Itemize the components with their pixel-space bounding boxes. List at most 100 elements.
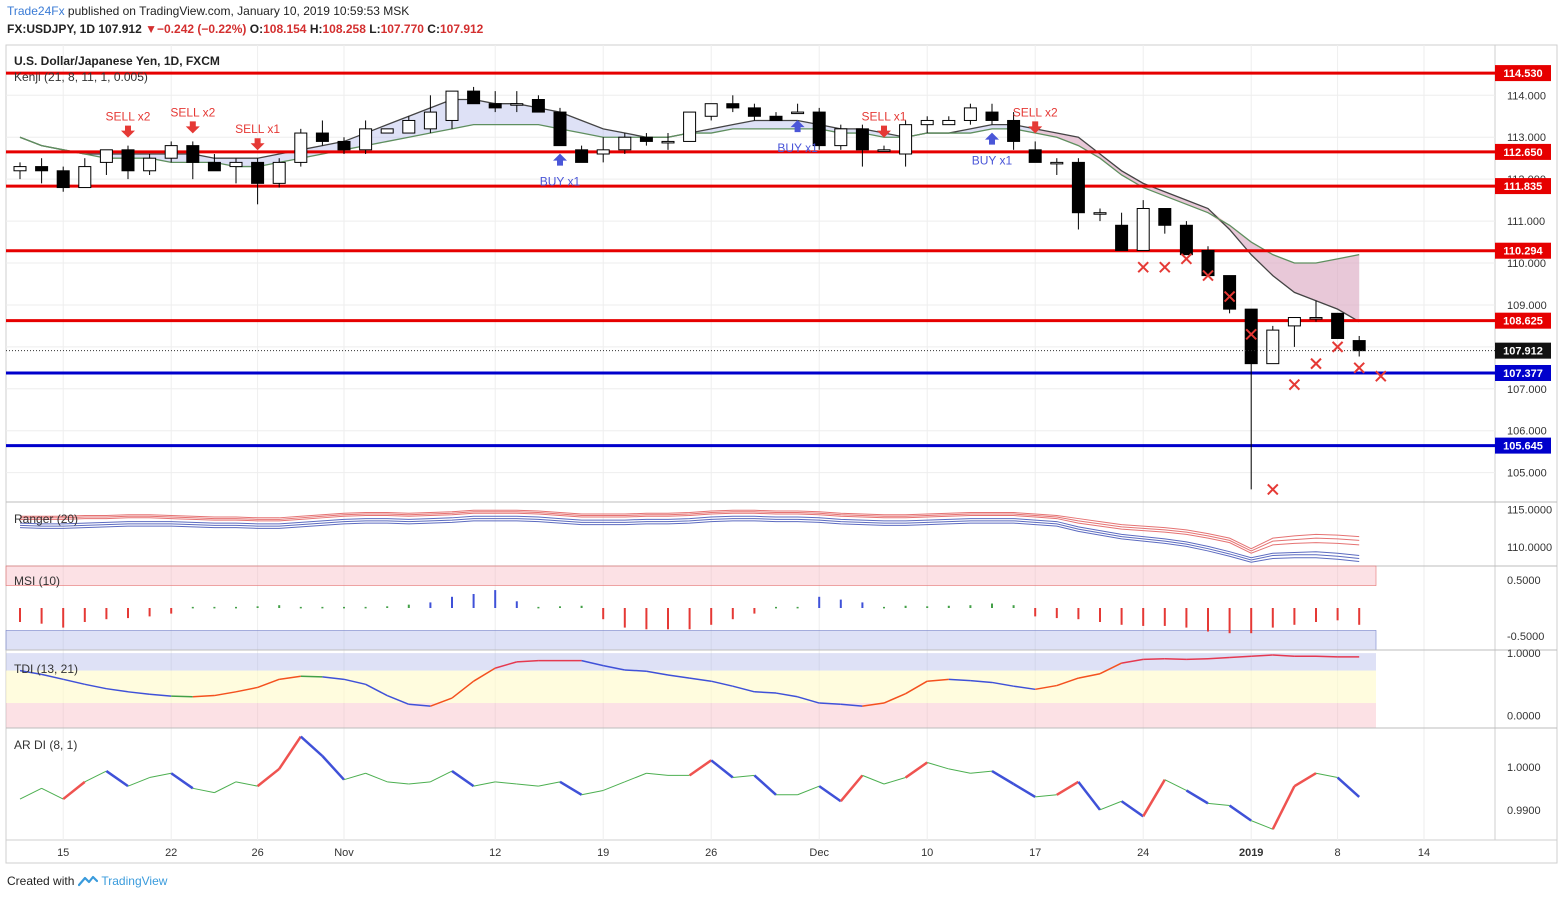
x-mark-icon: [1159, 261, 1171, 273]
ardi-line-segment: [170, 772, 194, 790]
ardi-line-segment: [473, 781, 496, 787]
msi-bar: [1142, 608, 1145, 626]
msi-bar: [429, 602, 432, 608]
msi-bar: [602, 608, 605, 620]
ardi-line-segment: [84, 770, 107, 783]
level-price-tag: [1495, 65, 1551, 82]
candle-body: [553, 111, 567, 147]
ardi-line-segment: [1185, 789, 1209, 805]
y-tick-label: 110.0000: [1507, 542, 1552, 554]
kenji-band-fill-bear: [1035, 128, 1360, 322]
msi-bar: [1358, 608, 1361, 625]
ardi-line-segment: [1207, 802, 1230, 807]
change-down-icon: ▼: [145, 22, 157, 36]
msi-bar: [1099, 608, 1101, 622]
ardi-line-segment: [214, 781, 237, 794]
ardi-line-segment: [1012, 782, 1036, 798]
tradingview-link[interactable]: TradingView: [78, 874, 167, 888]
ardi-line-segment: [278, 735, 302, 770]
buy-signal-label: BUY x1: [540, 175, 581, 189]
ardi-line-segment: [299, 735, 324, 757]
ardi-title: AR DI (8, 1): [14, 738, 77, 752]
footer: Created with TradingView: [7, 874, 167, 888]
candle-body: [251, 161, 265, 184]
candle-body: [1007, 119, 1021, 142]
tdi-line-segment: [991, 681, 1014, 687]
msi-bar: [343, 606, 345, 609]
candle-body: [877, 149, 891, 152]
msi-bar: [537, 606, 540, 609]
tdi-line-segment: [603, 664, 625, 671]
sell-arrow-icon: [185, 121, 200, 134]
x-tick-label: 12: [489, 847, 501, 859]
tdi-line-segment: [365, 683, 388, 697]
tdi-line-segment: [430, 697, 453, 707]
buy-arrow-icon: [553, 153, 567, 166]
sell-arrow-icon: [877, 125, 891, 138]
msi-bar: [731, 608, 734, 620]
msi-bar: [321, 606, 324, 609]
ranger-line: [20, 509, 1360, 550]
msi-bar: [969, 605, 972, 608]
high-label: H:: [309, 22, 323, 36]
ardi-line-segment: [1271, 785, 1296, 830]
msi-bar: [19, 608, 21, 622]
ardi-line-segment: [19, 787, 42, 800]
y-tick-label: 109.000: [1507, 300, 1547, 312]
tdi-line-segment: [300, 675, 323, 678]
y-tick-label: 105.000: [1507, 468, 1547, 480]
x-tick-label: 15: [57, 847, 69, 859]
ardi-line-segment: [343, 772, 366, 781]
publisher-name[interactable]: Trade24Fx: [7, 4, 65, 18]
msi-bar: [818, 596, 821, 608]
tdi-line-segment: [41, 673, 64, 681]
ranger-line: [20, 512, 1360, 554]
tdi-line-segment: [862, 702, 885, 707]
high-value: 108.258: [322, 22, 366, 36]
candle-body: [143, 157, 157, 172]
ardi-pane: 1.0000 0.9900 AR DI (8, 1): [14, 735, 1541, 830]
tdi-line-segment: [408, 703, 431, 707]
candle-body: [855, 128, 869, 151]
msi-bar: [1271, 608, 1274, 628]
msi-bar: [559, 606, 561, 608]
tdi-line-segment: [948, 678, 971, 682]
candle-body: [639, 136, 653, 142]
tdi-line-segment: [214, 691, 237, 697]
msi-bar: [105, 608, 108, 620]
x-mark-icon: [1288, 378, 1301, 391]
msi-bar: [1120, 608, 1123, 625]
msi-bar: [1336, 608, 1339, 621]
ardi-line-segment: [62, 780, 86, 801]
ardi-line-segment: [862, 774, 885, 785]
tdi-line-segment: [19, 669, 42, 676]
ardi-line-segment: [1251, 820, 1273, 830]
tdi-line-segment: [149, 693, 172, 697]
candle-body: [963, 107, 977, 121]
tdi-line-segment: [386, 694, 410, 705]
ardi-line-segment: [603, 781, 625, 791]
msi-title: MSI (10): [14, 574, 60, 588]
ardi-line-segment: [105, 770, 129, 788]
level-price-label: 110.294: [1503, 246, 1543, 258]
ardi-line-segment: [451, 770, 475, 788]
ranger-line: [20, 511, 1360, 552]
tdi-line-segment: [63, 678, 85, 686]
low-label: L:: [369, 22, 381, 36]
candle-body: [596, 149, 610, 155]
msi-bar: [83, 608, 86, 622]
tdi-line-segment: [106, 687, 129, 693]
msi-bar: [256, 606, 259, 608]
candle-body: [531, 99, 545, 113]
tdi-line-segment: [624, 669, 647, 672]
x-mark-icon: [1245, 328, 1257, 341]
candle-body: [942, 119, 956, 126]
tdi-line-segment: [1272, 654, 1295, 657]
x-tick-label: Dec: [809, 847, 829, 859]
tdi-line-segment: [1164, 657, 1187, 661]
msi-bar: [235, 606, 237, 609]
tradingview-logo-icon: [78, 875, 99, 887]
candle-body: [683, 111, 697, 142]
tdi-line-segment: [754, 691, 777, 694]
